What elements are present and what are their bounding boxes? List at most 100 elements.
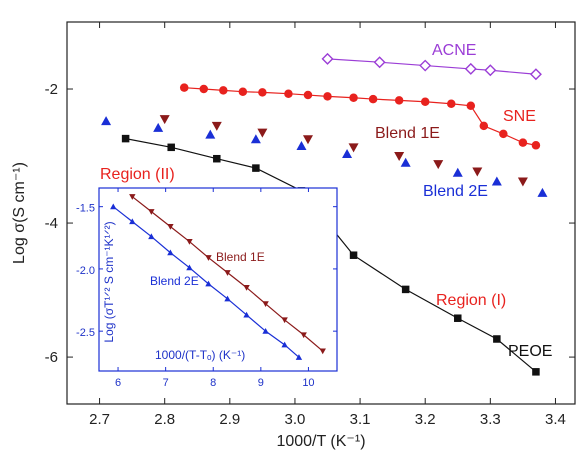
x-axis-title: 1000/T (K⁻¹) [276, 433, 365, 450]
point-blend-2e [400, 157, 411, 167]
inset-x-tick-label: 9 [258, 377, 264, 389]
point-blend-2e [491, 176, 502, 186]
inset-label-blend-1e: Blend 1E [216, 250, 265, 264]
point-peoe [349, 251, 358, 259]
plot-frame [66, 21, 576, 405]
point-peoe [493, 335, 501, 343]
point-sne [303, 90, 313, 100]
point-sne [466, 101, 476, 111]
point-acne [419, 59, 432, 72]
inset-point-blend-1e [167, 224, 174, 230]
inset-x-tick-label: 7 [163, 377, 169, 389]
point-blend-2e [452, 167, 463, 177]
inset-point-blend-1e [319, 348, 326, 355]
inset-point-blend-2e [224, 295, 231, 302]
point-peoe [167, 143, 175, 152]
y-tick-label: -2 [45, 81, 58, 98]
point-sne [219, 86, 228, 95]
point-peoe [454, 314, 462, 322]
x-tick-label: 3.0 [285, 411, 306, 428]
series-line-acne [327, 58, 536, 75]
point-sne [179, 83, 189, 92]
point-blend-2e [101, 116, 112, 126]
point-blend-1e [257, 128, 268, 138]
label-acne: ACNE [432, 42, 476, 59]
inset-point-blend-1e [205, 255, 212, 261]
point-sne [284, 89, 293, 98]
inset-point-blend-1e [300, 332, 307, 339]
y-axis-title: Log σ(S cm⁻¹) [11, 162, 28, 264]
x-tick-label: 3.3 [480, 411, 501, 428]
point-peoe [532, 368, 540, 376]
inset-point-blend-1e [148, 209, 155, 215]
label-blend-1e: Blend 1E [375, 125, 440, 142]
inset-point-blend-2e [243, 311, 250, 318]
inset-frame [98, 187, 338, 372]
label-sne: SNE [503, 108, 536, 125]
x-tick-label: 2.7 [89, 411, 110, 428]
inset-point-blend-2e [281, 341, 288, 348]
inset-axes: 6 7 8 9 10 -1.5 -2.0 -2.5 [76, 188, 337, 389]
point-peoe [252, 164, 260, 172]
inset-point-blend-1e [243, 285, 250, 291]
inset-point-blend-1e [262, 301, 269, 307]
point-peoe [401, 285, 410, 294]
inset-x-tick-label: 6 [115, 377, 121, 389]
point-sne [323, 92, 332, 101]
inset-point-blend-1e [224, 270, 231, 276]
inset-point-blend-2e [110, 203, 117, 210]
point-sne [518, 138, 528, 147]
point-sne [199, 84, 209, 94]
point-sne [499, 129, 508, 139]
point-peoe [121, 134, 130, 143]
point-sne [447, 99, 456, 109]
inset-point-blend-1e [129, 194, 136, 200]
point-blend-1e [472, 167, 483, 177]
inset-series-layer [110, 194, 326, 360]
point-blend-2e [250, 134, 261, 144]
point-blend-1e [394, 152, 405, 162]
point-blend-2e [537, 187, 548, 197]
inset-point-blend-1e [281, 317, 288, 324]
y-tick-label: -4 [45, 215, 58, 232]
point-sne [420, 97, 430, 107]
point-acne [529, 68, 542, 81]
inset-x-tick-label: 8 [210, 377, 216, 389]
inset-y-tick-label: -1.5 [76, 203, 95, 215]
inset-x-tick-label: 10 [302, 377, 314, 389]
inset-point-blend-2e [186, 264, 193, 271]
point-blend-2e [205, 129, 216, 139]
point-blend-2e [153, 122, 164, 132]
inset-label-blend-2e: Blend 2E [150, 274, 199, 288]
label-peoe: PEOE [508, 343, 552, 360]
inset-point-blend-2e [295, 354, 303, 360]
inset-point-blend-2e [148, 233, 155, 240]
inset-y-tick-label: -2.5 [76, 327, 95, 339]
main-axes: 2.7 2.8 2.9 3.0 3.1 3.2 3.3 3.4 -2 -4 -6 [45, 22, 575, 428]
label-blend-2e: Blend 2E [423, 183, 488, 200]
label-region-i: Region (I) [436, 292, 506, 309]
x-tick-label: 3.2 [415, 411, 436, 428]
inset-y-axis-title: Log (σT¹ᐟ² S cm⁻¹K¹ᐟ²) [102, 221, 116, 342]
inset-point-blend-2e [262, 327, 269, 334]
inset-point-blend-2e [167, 249, 174, 256]
point-sne [238, 87, 248, 96]
point-sne [531, 141, 541, 150]
point-blend-1e [348, 143, 359, 153]
point-sne [479, 121, 489, 131]
inset-x-axis-title: 1000/(T-Tₒ) (K⁻¹) [155, 348, 245, 362]
point-sne [368, 94, 378, 104]
point-sne [258, 88, 267, 97]
x-tick-label: 3.4 [545, 411, 566, 428]
point-blend-1e [517, 177, 528, 187]
point-acne [464, 62, 477, 75]
inset-point-blend-2e [205, 280, 212, 287]
point-blend-2e [296, 140, 307, 150]
point-blend-1e [211, 121, 222, 131]
point-blend-1e [433, 160, 444, 170]
point-blend-2e [342, 149, 353, 159]
point-peoe [213, 154, 221, 163]
point-blend-1e [302, 135, 313, 145]
point-sne [349, 93, 358, 102]
